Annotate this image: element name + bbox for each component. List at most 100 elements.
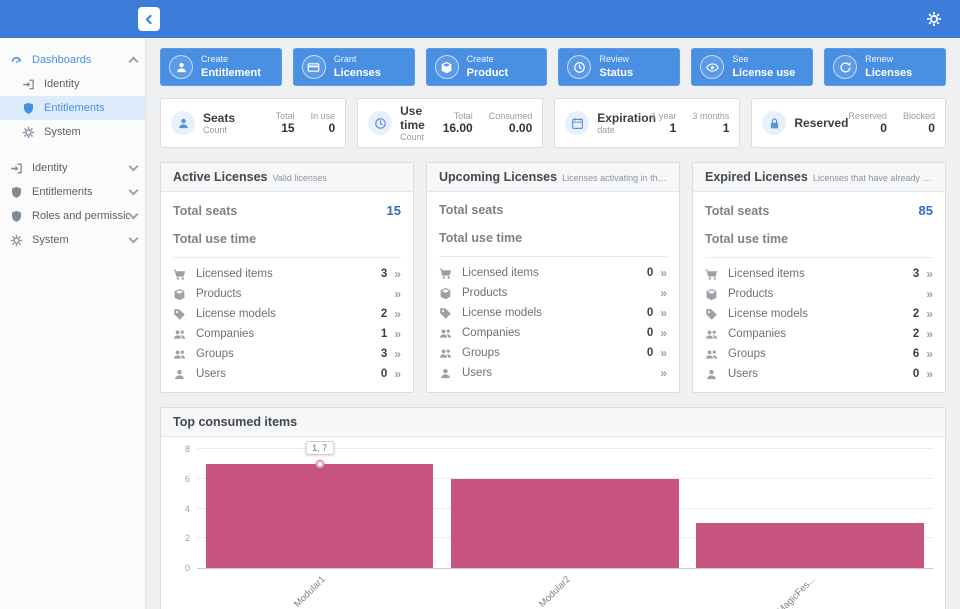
double-chevron-right-icon[interactable]: » [660, 366, 667, 380]
list-item-users[interactable]: Users 0 » [173, 364, 401, 384]
product-box-icon [434, 55, 459, 79]
upcoming-licenses-panel: Upcoming Licenses Licenses activating in… [426, 162, 680, 393]
metric-label: In use [310, 111, 336, 121]
list-item-groups[interactable]: Groups 0 » [439, 343, 667, 363]
sidebar-divider [0, 144, 145, 156]
top-consumed-items-panel: Top consumed items 0 2 4 6 8 Modular1 Modular2… [160, 407, 946, 609]
sidebar-item-system[interactable]: System [0, 228, 145, 252]
person-icon [173, 368, 187, 381]
see-license-use-button[interactable]: See License use [691, 48, 814, 86]
list-item-products[interactable]: Products » [439, 283, 667, 303]
list-item-license-models[interactable]: License models 2 » [173, 304, 401, 324]
stat-subtitle: Count [203, 125, 228, 135]
sidebar-item-dashboards[interactable]: Dashboards [0, 48, 145, 72]
double-chevron-right-icon[interactable]: » [660, 346, 667, 360]
box-icon [173, 288, 187, 301]
double-chevron-right-icon[interactable]: » [394, 347, 401, 361]
list-item-groups[interactable]: Groups 3 » [173, 344, 401, 364]
renew-licenses-button[interactable]: Renew Licenses [824, 48, 946, 86]
clock-icon [368, 111, 393, 135]
double-chevron-right-icon[interactable]: » [926, 327, 933, 341]
bar-chart: 0 2 4 6 8 Modular1 Modular2 MagicFes... 1, 7 [161, 437, 945, 609]
list-item-products[interactable]: Products » [705, 284, 933, 304]
bar-Modular1[interactable] [205, 463, 434, 568]
cart-icon [173, 268, 187, 281]
double-chevron-right-icon[interactable]: » [926, 347, 933, 361]
list-item-license-models[interactable]: License models 0 » [439, 303, 667, 323]
stat-title: Use time [400, 104, 425, 132]
list-item-label: Groups [196, 348, 234, 360]
list-item-licensed-items[interactable]: Licensed items 3 » [705, 264, 933, 284]
settings-gear-icon[interactable] [926, 9, 946, 29]
stat-card-reserved: Reserved Reserved 0 Blocked 0 [751, 98, 946, 148]
double-chevron-right-icon[interactable]: » [926, 287, 933, 301]
double-chevron-right-icon[interactable]: » [660, 286, 667, 300]
metric-label: 1 year [651, 111, 677, 121]
list-item-companies[interactable]: Companies 1 » [173, 324, 401, 344]
gridline [197, 448, 933, 449]
back-button[interactable] [138, 7, 160, 31]
y-axis-tick-label: 0 [184, 563, 190, 573]
people-icon [705, 348, 719, 361]
create-entitlement-button[interactable]: Create Entitlement [160, 48, 282, 86]
list-item-companies[interactable]: Companies 2 » [705, 324, 933, 344]
action-label-small: Review [599, 54, 629, 64]
login-icon [10, 162, 25, 175]
metric-value: 0.00 [508, 121, 533, 135]
x-axis-label: Modular1 [291, 574, 328, 609]
person-icon [439, 367, 453, 380]
sidebar-item-dashboard-entitlements[interactable]: Entitlements [0, 96, 145, 120]
double-chevron-right-icon[interactable]: » [660, 306, 667, 320]
stat-title: Expiration [597, 111, 656, 125]
bar-Modular2[interactable] [451, 478, 679, 568]
double-chevron-right-icon[interactable]: » [394, 367, 401, 381]
grant-licenses-button[interactable]: Grant Licenses [292, 48, 415, 86]
double-chevron-right-icon[interactable]: » [394, 327, 401, 341]
sidebar-item-roles-and-permissions[interactable]: Roles and permissions [0, 204, 145, 228]
list-item-label: License models [196, 308, 276, 320]
main-content: Create Entitlement Grant Licenses Create Pr… [146, 38, 960, 609]
list-item-label: Products [728, 288, 774, 300]
list-item-users[interactable]: Users 0 » [705, 364, 933, 384]
action-label: Licenses [865, 67, 913, 80]
list-item-groups[interactable]: Groups 6 » [705, 344, 933, 364]
tag-icon [439, 307, 453, 320]
quick-actions: Create Entitlement Grant Licenses Create Pr… [160, 48, 946, 86]
list-item-licensed-items[interactable]: Licensed items 0 » [439, 263, 667, 283]
list-item-users[interactable]: Users » [439, 363, 667, 383]
dashboard-icon [10, 54, 25, 67]
create-product-button[interactable]: Create Product [425, 48, 548, 86]
metric-label: 3 months [692, 111, 730, 121]
list-item-products[interactable]: Products » [173, 284, 401, 304]
list-item-license-models[interactable]: License models 2 » [705, 304, 933, 324]
double-chevron-right-icon[interactable]: » [660, 326, 667, 340]
list-item-value: 2 [912, 328, 920, 340]
double-chevron-right-icon[interactable]: » [926, 367, 933, 381]
people-icon [439, 327, 453, 340]
list-item-companies[interactable]: Companies 0 » [439, 323, 667, 343]
list-item-licensed-items[interactable]: Licensed items 3 » [173, 264, 401, 284]
list-item-value: 0 [646, 327, 654, 339]
panel-title: Active Licenses [173, 170, 268, 184]
double-chevron-right-icon[interactable]: » [394, 267, 401, 281]
double-chevron-right-icon[interactable]: » [394, 287, 401, 301]
double-chevron-right-icon[interactable]: » [660, 266, 667, 280]
sidebar-item-identity[interactable]: Identity [0, 156, 145, 180]
total-use-time-label: Total use time [173, 232, 257, 246]
review-status-button[interactable]: Review Status [558, 48, 681, 86]
list-item-label: Groups [728, 348, 766, 360]
sidebar-item-entitlements[interactable]: Entitlements [0, 180, 145, 204]
sidebar-item-dashboard-identity[interactable]: Identity [0, 72, 145, 96]
chevron-down-icon [128, 185, 139, 196]
action-label: License use [732, 67, 796, 80]
list-item-value: 0 [646, 267, 654, 279]
double-chevron-right-icon[interactable]: » [394, 307, 401, 321]
double-chevron-right-icon[interactable]: » [926, 267, 933, 281]
action-label: Licenses [333, 67, 381, 80]
double-chevron-right-icon[interactable]: » [926, 307, 933, 321]
y-axis-tick-label: 2 [184, 533, 190, 544]
sidebar-item-dashboard-system[interactable]: System [0, 120, 145, 144]
bar-MagicFes...[interactable] [696, 523, 925, 568]
metric-value: 16.00 [442, 121, 473, 135]
